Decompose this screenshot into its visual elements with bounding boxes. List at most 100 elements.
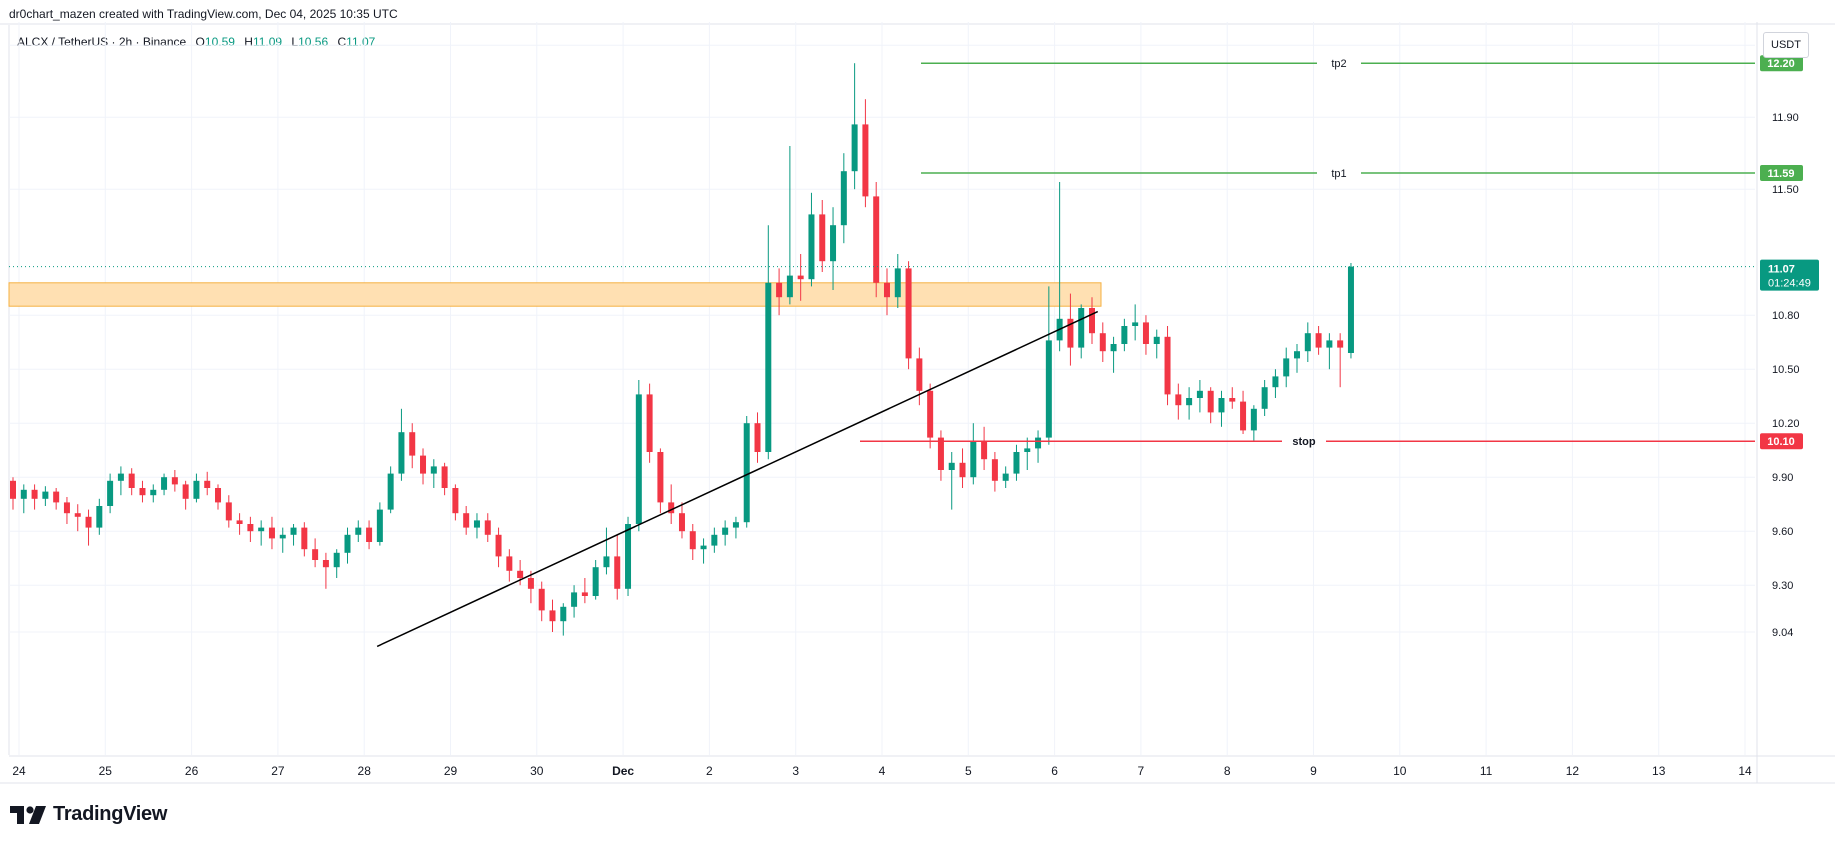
candle — [10, 477, 16, 510]
candle-body — [1196, 390, 1203, 398]
time-tick-label: 13 — [1652, 764, 1666, 778]
candle — [808, 192, 815, 287]
candle — [63, 497, 70, 524]
candle — [107, 473, 114, 514]
candle-body — [1337, 340, 1344, 348]
price-tick-label: 11.50 — [1772, 184, 1799, 196]
tradingview-logo[interactable]: TradingView — [10, 803, 167, 826]
candle — [1337, 333, 1344, 388]
candle — [1164, 326, 1171, 406]
candle-body — [970, 441, 977, 478]
candle-body — [42, 491, 49, 499]
candle — [711, 527, 718, 553]
candle-body — [614, 556, 621, 589]
candle-body — [581, 592, 588, 596]
candle — [42, 486, 49, 506]
candle — [786, 146, 793, 305]
candle — [463, 506, 470, 535]
level-label: tp1 — [1331, 168, 1346, 180]
last-price-value: 11.07 — [1768, 264, 1795, 276]
tradingview-logo-text: TradingView — [53, 803, 168, 825]
candle — [290, 524, 297, 546]
candle — [430, 459, 437, 488]
candle-body — [139, 488, 146, 496]
candle-body — [1024, 448, 1031, 452]
time-tick-label: 12 — [1566, 764, 1580, 778]
candle-body — [722, 527, 729, 535]
candle — [161, 473, 168, 496]
candle — [1218, 390, 1225, 427]
candle — [819, 200, 826, 272]
candle — [1121, 318, 1128, 352]
candle-body — [1002, 473, 1009, 481]
candle — [495, 527, 502, 568]
candle — [301, 522, 308, 557]
time-axis: 24 25 26 27 28 29 30 Dec 2 3 4 5 6 7 8 9 10 11 12 13 14 — [12, 764, 1752, 778]
candle-body — [74, 513, 81, 517]
candle — [53, 488, 60, 510]
candle — [1110, 336, 1117, 373]
candle-body — [31, 489, 38, 499]
candle-body — [376, 509, 383, 542]
candle-body — [161, 477, 168, 490]
candle-body — [625, 524, 632, 589]
currency-button[interactable]: USDT — [1763, 32, 1809, 58]
candle-body — [53, 491, 60, 503]
candle-body — [268, 527, 275, 539]
candle — [387, 466, 394, 514]
candle — [700, 538, 707, 564]
candle-body — [495, 534, 502, 557]
time-tick-label: 7 — [1138, 764, 1145, 778]
candle — [409, 423, 416, 469]
candle-body — [894, 268, 901, 298]
candle — [171, 470, 178, 492]
candle-body — [700, 545, 707, 550]
candle — [1304, 322, 1311, 362]
candle — [74, 504, 81, 532]
candle-body — [754, 423, 761, 452]
candle — [139, 480, 146, 503]
candle-body — [1164, 336, 1171, 395]
candle — [279, 527, 286, 553]
candle — [830, 207, 837, 290]
candle-body — [883, 282, 890, 298]
candle-body — [473, 520, 480, 528]
level-price-tag — [1760, 433, 1803, 450]
candle-body — [452, 488, 459, 514]
tradingview-logo-icon — [10, 805, 46, 824]
candle-body — [506, 556, 513, 571]
candle-body — [786, 275, 793, 298]
candle-body — [279, 534, 286, 539]
candle — [31, 484, 38, 510]
candle-body — [937, 437, 944, 470]
ohlc-open-label: O — [195, 35, 205, 49]
candle — [916, 347, 923, 406]
candle-body — [1261, 387, 1268, 409]
candle-body — [1035, 437, 1042, 449]
candle-body — [776, 282, 783, 298]
candle — [215, 484, 222, 510]
time-tick-label: 2 — [706, 764, 713, 778]
candle — [657, 448, 664, 514]
candle-body — [301, 527, 308, 550]
price-tick-label: 10.80 — [1772, 310, 1800, 322]
price-tick-label: 9.30 — [1772, 580, 1793, 592]
candle-body — [1175, 394, 1182, 406]
candle-body — [128, 473, 135, 488]
candle — [981, 426, 988, 470]
level-tp1: tp1 11.59 — [921, 165, 1803, 181]
time-tick-label: 3 — [792, 764, 799, 778]
candle — [484, 513, 491, 542]
time-tick-label: 14 — [1738, 764, 1752, 778]
candle-body — [1347, 266, 1354, 353]
candle — [1196, 380, 1203, 413]
candle — [538, 581, 545, 622]
candle — [678, 502, 685, 539]
candle-body — [927, 390, 934, 438]
candle-body — [873, 196, 880, 283]
candle — [312, 538, 319, 568]
candle — [1099, 322, 1106, 362]
candle — [420, 448, 427, 485]
level-price-value: 11.59 — [1768, 168, 1795, 180]
